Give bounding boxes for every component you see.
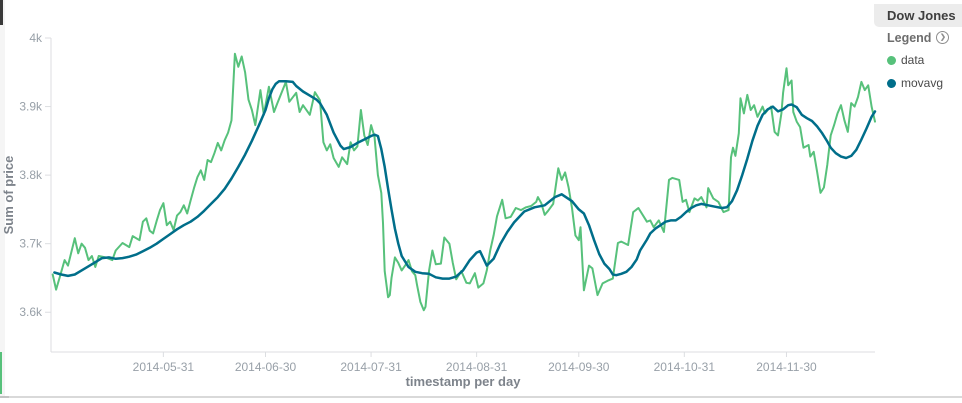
movavg-series-swatch	[887, 78, 896, 88]
y-tick-label: 3.9k	[19, 100, 43, 114]
movavg-series-line[interactable]	[53, 79, 877, 280]
y-tick-label: 3.8k	[19, 168, 43, 182]
x-tick-label: 2014-05-31	[133, 360, 195, 374]
x-tick-label: 2014-11-30	[756, 360, 817, 374]
x-tick-label: 2014-10-31	[654, 360, 716, 374]
x-tick-label: 2014-09-30	[548, 360, 610, 374]
adjacent-panel-dark-fragment	[0, 0, 3, 25]
legend-item-data[interactable]: data	[880, 53, 962, 67]
data-series-line[interactable]	[51, 52, 876, 312]
axes: 4k 3.9k 3.8k 3.7k 3.6k 2014-05-31 2014-06-30 20…	[19, 31, 875, 374]
legend-item-label: data	[901, 53, 925, 67]
legend-header: Legend ❯	[880, 30, 962, 45]
legend-header-label: Legend	[887, 30, 932, 45]
y-tick-label: 3.6k	[19, 305, 43, 319]
panel-bottom-border	[0, 396, 962, 398]
legend-item-label: movavg	[901, 76, 944, 90]
y-tick-label: 4k	[29, 31, 43, 45]
adjacent-chart-line-fragment	[0, 352, 2, 394]
y-axis-title: Sum of price	[1, 155, 16, 235]
data-series-swatch	[887, 55, 896, 65]
visualization-title[interactable]: Dow Jones	[874, 4, 962, 27]
panel-bottom-border-stub	[0, 396, 9, 398]
legend-collapse-icon[interactable]: ❯	[936, 31, 950, 44]
legend: Legend ❯ data movavg	[880, 30, 962, 90]
adjacent-panel-edge	[0, 0, 5, 396]
legend-item-movavg[interactable]: movavg	[880, 76, 962, 90]
x-axis-title: timestamp per day	[405, 374, 521, 389]
y-tick-label: 3.7k	[19, 237, 43, 251]
x-tick-label: 2014-07-31	[340, 360, 402, 374]
x-tick-label: 2014-08-31	[446, 360, 508, 374]
x-tick-label: 2014-06-30	[235, 360, 297, 374]
